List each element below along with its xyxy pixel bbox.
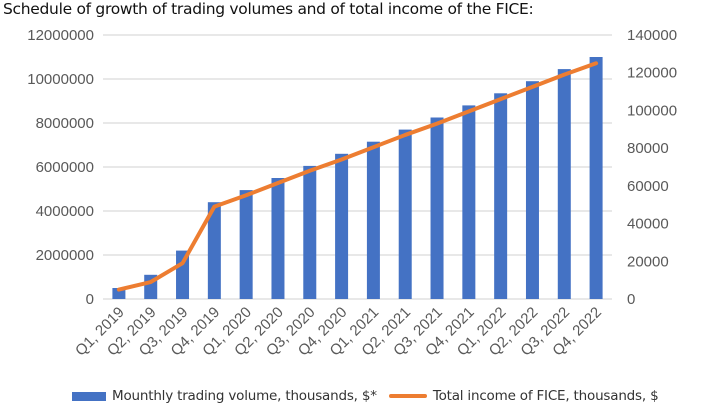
left-axis-tick-label: 0	[86, 291, 94, 308]
bar	[271, 178, 285, 299]
bar	[207, 202, 221, 299]
left-axis-tick-label: 6000000	[36, 159, 94, 176]
bar	[525, 81, 539, 299]
bar	[239, 190, 253, 299]
bar	[589, 57, 603, 299]
right-axis-tick-label: 0	[627, 291, 635, 308]
left-axis-tick-label: 12000000	[27, 27, 94, 44]
left-axis-tick-label: 8000000	[36, 115, 94, 132]
legend: Mounthly trading volume, thousands, $* T…	[72, 388, 659, 404]
bar	[176, 250, 190, 299]
right-axis-tick-label: 60000	[627, 178, 669, 195]
bar	[366, 141, 380, 299]
right-axis-tick-label: 80000	[627, 140, 669, 157]
bar	[335, 153, 349, 299]
bar	[494, 93, 508, 299]
legend-bar-label: Mounthly trading volume, thousands, $*	[112, 388, 377, 404]
right-axis-tick-label: 40000	[627, 216, 669, 233]
left-axis-tick-label: 2000000	[36, 247, 94, 264]
income-line	[116, 61, 599, 292]
combo-chart: 0 2000000 4000000 6000000 8000000 10000000 120…	[27, 27, 677, 359]
bar	[303, 165, 317, 299]
bar	[398, 129, 412, 299]
left-axis-tick-label: 4000000	[36, 203, 94, 220]
right-axis-tick-label: 140000	[627, 27, 677, 44]
right-axis-tick-label: 100000	[627, 102, 677, 119]
bar	[112, 288, 126, 299]
right-axis-tick-label: 120000	[627, 65, 677, 82]
bar	[462, 105, 476, 300]
legend-line-label: Total income of FICE, thousands, $	[432, 388, 659, 404]
right-axis-tick-label: 20000	[627, 253, 669, 270]
legend-bar-swatch	[72, 391, 106, 401]
left-axis-tick-label: 10000000	[27, 71, 94, 88]
chart-title: Schedule of growth of trading volumes an…	[3, 0, 534, 18]
bar	[557, 69, 571, 299]
legend-line-swatch	[388, 394, 427, 398]
bar	[430, 117, 444, 299]
